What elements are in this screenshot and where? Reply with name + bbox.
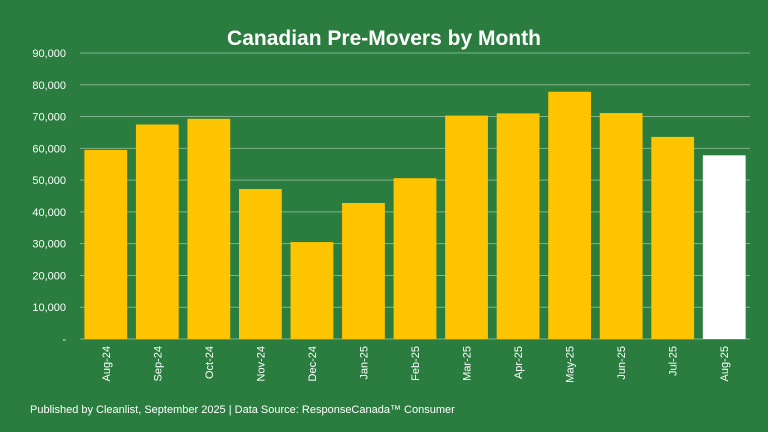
y-tick-label: 20,000 (32, 270, 66, 282)
bar (599, 113, 643, 339)
x-tick-label: Jul-25 (668, 346, 680, 376)
y-tick-label: 80,000 (32, 80, 66, 92)
x-tick-label: Oct-24 (204, 346, 216, 379)
y-tick-label: 70,000 (32, 112, 66, 124)
x-tick-label: Feb-25 (410, 346, 422, 381)
bar (651, 136, 695, 339)
bar (187, 118, 231, 339)
footer-source: Published by Cleanlist, September 2025 |… (30, 404, 455, 416)
x-tick-label: Dec-24 (307, 346, 319, 381)
y-tick-label: 50,000 (32, 175, 66, 187)
x-tick-label: Apr-25 (513, 346, 525, 379)
x-tick-label: Mar-25 (462, 346, 474, 381)
x-tick-label: Aug-24 (101, 346, 113, 381)
y-tick-label: - (62, 334, 66, 346)
bar (393, 178, 437, 339)
x-tick-label: Nov-24 (255, 346, 267, 381)
bar (445, 115, 488, 339)
y-tick-label: 40,000 (32, 207, 66, 219)
x-tick-label: Aug-25 (719, 346, 731, 381)
bar (238, 189, 282, 339)
x-tick-label: Jan-25 (358, 346, 370, 380)
bar (702, 155, 746, 339)
bar (290, 242, 334, 339)
chart-title: Canadian Pre-Movers by Month (227, 27, 541, 50)
bar (548, 91, 592, 339)
y-tick-label: 10,000 (32, 302, 66, 314)
x-tick-label: May-25 (565, 346, 577, 383)
bar (135, 124, 179, 339)
bar (496, 113, 540, 339)
bar (84, 149, 128, 339)
y-tick-label: 90,000 (32, 48, 66, 60)
x-tick-label: Sep-24 (152, 346, 164, 381)
bar (342, 202, 385, 339)
x-tick-label: Jun-25 (616, 346, 628, 380)
y-tick-label: 60,000 (32, 143, 66, 155)
y-tick-label: 30,000 (32, 239, 66, 251)
